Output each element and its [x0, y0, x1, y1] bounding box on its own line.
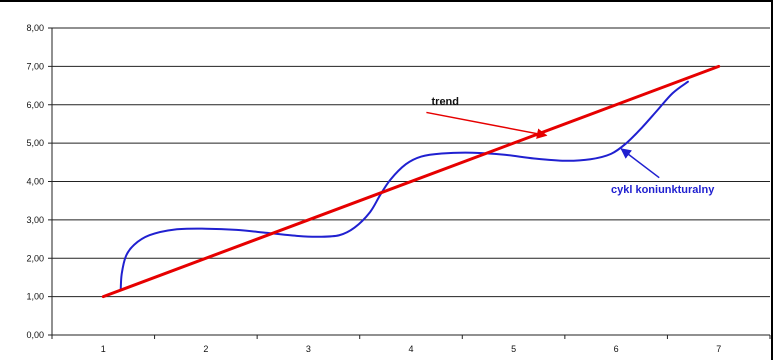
- annotation-arrow-0: [426, 111, 548, 139]
- series-lines: [101, 64, 721, 299]
- x-tick-label-2: 2: [203, 344, 208, 354]
- x-tick-label-7: 7: [716, 344, 721, 354]
- annotation-arrow-1: [620, 148, 660, 179]
- y-tick-label-7: 7,00: [26, 61, 44, 71]
- y-tick-label-0: 0,00: [26, 330, 44, 340]
- y-tick-label-1: 1,00: [26, 292, 44, 302]
- x-tick-label-1: 1: [101, 344, 106, 354]
- x-tick-label-3: 3: [306, 344, 311, 354]
- x-tick-label-5: 5: [511, 344, 516, 354]
- axes: 0,00 1,00 2,00 3,00 4,00 5,00 6,00 7,00 8,00 1 2 3 4…: [26, 23, 771, 354]
- y-tick-label-3: 3,00: [26, 215, 44, 225]
- y-tick-label-8: 8,00: [26, 23, 44, 33]
- annotation-label-0: trend: [432, 96, 460, 108]
- y-tick-label-2: 2,00: [26, 253, 44, 263]
- x-tick-label-6: 6: [614, 344, 619, 354]
- y-tick-label-5: 5,00: [26, 138, 44, 148]
- y-tick-label-6: 6,00: [26, 100, 44, 110]
- grid-lines: [52, 27, 770, 298]
- x-tick-label-4: 4: [408, 344, 413, 354]
- y-tick-label-4: 4,00: [26, 177, 44, 187]
- annotations: trend cykl koniunkturalny: [426, 96, 715, 196]
- series-line-cykl-koniunkturalny: [119, 80, 689, 290]
- annotation-label-1: cykl koniunkturalny: [611, 184, 715, 196]
- series-line-trend: [101, 64, 721, 299]
